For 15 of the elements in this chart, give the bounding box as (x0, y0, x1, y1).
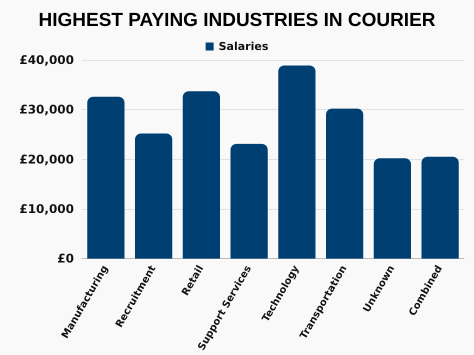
y-tick-label: £20,000 (19, 152, 74, 166)
bar (87, 96, 124, 259)
y-tick-label: £0 (57, 252, 74, 266)
y-tick-label: £10,000 (19, 202, 74, 216)
bar (135, 133, 172, 259)
bar (326, 108, 364, 259)
bar (422, 156, 459, 259)
chart-title: HIGHEST PAYING INDUSTRIES IN COURIER (38, 10, 436, 31)
y-tick-label: £40,000 (19, 53, 74, 67)
bar (230, 144, 268, 259)
bar (374, 158, 411, 259)
y-tick-label: £30,000 (19, 102, 74, 117)
bar (182, 91, 220, 259)
bar (278, 65, 316, 259)
legend-label: Salaries (218, 40, 269, 53)
